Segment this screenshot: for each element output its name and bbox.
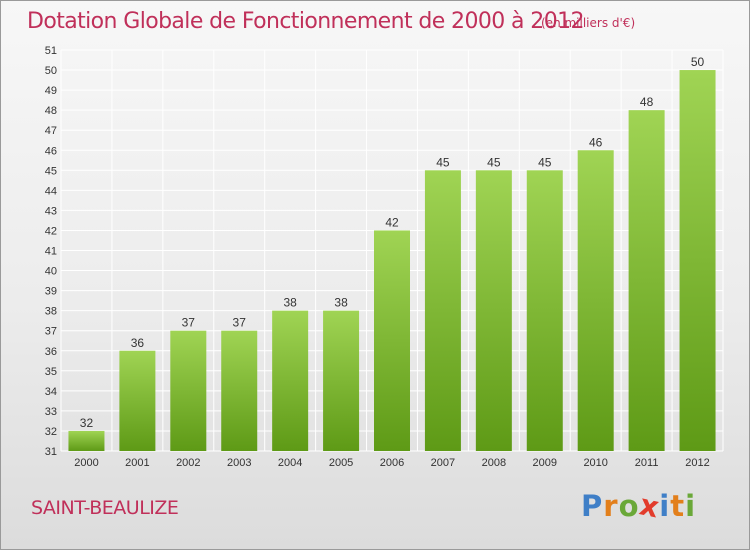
logo-letter: i bbox=[659, 489, 671, 523]
y-tick-label: 31 bbox=[45, 446, 57, 458]
y-tick-label: 47 bbox=[45, 125, 57, 137]
x-tick-label: 2004 bbox=[278, 457, 302, 469]
y-tick-label: 48 bbox=[45, 105, 57, 117]
bar bbox=[628, 110, 665, 452]
bar bbox=[374, 230, 410, 451]
logo-letter: i bbox=[685, 489, 697, 523]
proxiti-logo: Proxiti bbox=[581, 487, 697, 524]
bar-value-label: 45 bbox=[538, 155, 552, 169]
y-tick-label: 45 bbox=[45, 165, 57, 177]
y-tick-label: 39 bbox=[45, 286, 57, 298]
bar-value-label: 37 bbox=[182, 316, 196, 330]
bar bbox=[221, 330, 258, 451]
x-tick-label: 2008 bbox=[482, 457, 506, 469]
bar bbox=[323, 310, 360, 451]
bars bbox=[68, 70, 716, 452]
y-tick-label: 40 bbox=[45, 266, 57, 278]
x-tick-label: 2009 bbox=[533, 457, 557, 469]
bar bbox=[424, 170, 461, 452]
y-tick-label: 51 bbox=[45, 45, 57, 57]
logo-letter: o bbox=[618, 489, 640, 523]
x-tick-label: 2006 bbox=[380, 457, 404, 469]
y-tick-label: 49 bbox=[45, 85, 57, 97]
y-tick-label: 43 bbox=[45, 205, 57, 217]
x-tick-label: 2011 bbox=[635, 457, 659, 469]
bar-value-label: 37 bbox=[233, 316, 247, 330]
x-tick-label: 2005 bbox=[329, 457, 353, 469]
y-tick-label: 38 bbox=[45, 306, 57, 318]
y-axis-ticks: 31 32 33 34 35 36 37 38 39 40 41 42 43 44 45 46 47 48 49 50… bbox=[45, 45, 57, 458]
bar bbox=[272, 310, 309, 451]
bar-value-label: 50 bbox=[691, 55, 705, 69]
bar-value-label: 46 bbox=[589, 135, 603, 149]
x-tick-label: 2003 bbox=[227, 457, 251, 469]
y-tick-label: 44 bbox=[45, 185, 57, 197]
bar bbox=[119, 350, 156, 451]
y-tick-label: 36 bbox=[45, 346, 57, 358]
chart-title: Dotation Globale de Fonctionnement de 20… bbox=[27, 9, 585, 34]
y-tick-label: 35 bbox=[45, 366, 57, 378]
y-tick-label: 34 bbox=[45, 386, 57, 398]
logo-letter: P bbox=[581, 489, 604, 523]
bar bbox=[475, 170, 512, 452]
bar bbox=[577, 150, 614, 451]
bar bbox=[170, 330, 207, 451]
x-tick-label: 2002 bbox=[176, 457, 200, 469]
bar-value-label: 36 bbox=[131, 336, 145, 350]
bar-value-labels: 32 36 37 37 38 38 42 45 45 45 46 48 50 bbox=[80, 55, 705, 430]
y-tick-label: 37 bbox=[45, 326, 57, 338]
y-tick-label: 33 bbox=[45, 406, 57, 418]
bar bbox=[679, 70, 716, 452]
x-tick-label: 2007 bbox=[431, 457, 455, 469]
x-tick-label: 2000 bbox=[74, 457, 98, 469]
bar-value-label: 42 bbox=[385, 215, 399, 229]
x-tick-label: 2001 bbox=[125, 457, 149, 469]
bar bbox=[526, 170, 563, 452]
y-tick-label: 42 bbox=[45, 225, 57, 237]
bar bbox=[68, 430, 105, 451]
chart-subtitle: (en milliers d'€) bbox=[541, 16, 636, 30]
y-tick-label: 46 bbox=[45, 145, 57, 157]
y-tick-label: 41 bbox=[45, 246, 57, 258]
logo-letter: t bbox=[670, 489, 686, 523]
y-tick-label: 32 bbox=[45, 426, 57, 438]
bar-value-label: 38 bbox=[283, 296, 297, 310]
bar-value-label: 48 bbox=[640, 95, 654, 109]
logo-letter: r bbox=[603, 489, 619, 523]
bar-value-label: 38 bbox=[334, 296, 348, 310]
x-tick-label: 2010 bbox=[583, 457, 607, 469]
bar-value-label: 45 bbox=[436, 155, 450, 169]
y-tick-label: 50 bbox=[45, 65, 57, 77]
bar-value-label: 45 bbox=[487, 155, 501, 169]
bar-value-label: 32 bbox=[80, 416, 94, 430]
x-tick-label: 2012 bbox=[685, 457, 709, 469]
commune-name: SAINT-BEAULIZE bbox=[31, 497, 179, 519]
x-axis-ticks: 2000 2001 2002 2003 2004 2005 2006 2007 2008 2009… bbox=[74, 457, 710, 469]
